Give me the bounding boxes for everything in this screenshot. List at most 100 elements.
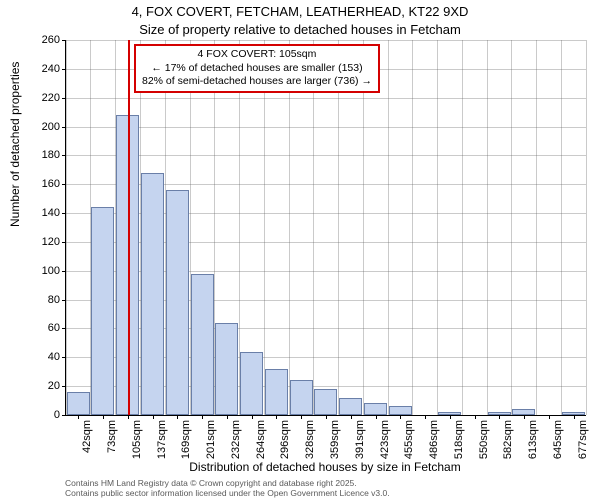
x-tick-label: 328sqm [304,420,316,480]
y-tick-label: 260 [30,34,60,46]
x-tick-label: 169sqm [180,420,192,480]
footer-line2: Contains public sector information licen… [65,488,390,498]
x-tick-label: 137sqm [156,420,168,480]
chart-title-line1: 4, FOX COVERT, FETCHAM, LEATHERHEAD, KT2… [0,4,600,19]
x-tick-mark [524,415,525,419]
x-tick-label: 201sqm [205,420,217,480]
x-tick-mark [252,415,253,419]
x-tick-mark [574,415,575,419]
x-tick-mark [128,415,129,419]
histogram-bar [488,412,512,415]
grid-line-v [363,40,364,415]
grid-line-h [66,155,586,156]
histogram-bar [339,398,363,415]
grid-line-v [437,40,438,415]
histogram-bar [166,190,190,415]
x-tick-label: 391sqm [354,420,366,480]
grid-line-v [586,40,587,415]
x-tick-mark [376,415,377,419]
x-tick-label: 550sqm [478,420,490,480]
histogram-bar [265,369,289,415]
x-tick-mark [475,415,476,419]
footer-text: Contains HM Land Registry data © Crown c… [65,478,390,498]
plot-area: 4 FOX COVERT: 105sqm ← 17% of detached h… [65,40,586,416]
annotation-line1: 4 FOX COVERT: 105sqm [142,48,372,62]
grid-line-v [338,40,339,415]
annotation-line3: 82% of semi-detached houses are larger (… [142,75,372,89]
histogram-bar [438,412,462,415]
x-tick-label: 645sqm [552,420,564,480]
histogram-bar [67,392,91,415]
x-tick-mark [450,415,451,419]
grid-line-v [561,40,562,415]
x-tick-label: 105sqm [131,420,143,480]
grid-line-v [462,40,463,415]
x-tick-mark [103,415,104,419]
histogram-bar [240,352,264,415]
x-tick-mark [499,415,500,419]
y-tick-label: 120 [30,236,60,248]
grid-line-v [536,40,537,415]
x-tick-label: 486sqm [428,420,440,480]
histogram-bar [562,412,586,415]
x-tick-label: 677sqm [577,420,589,480]
grid-line-h [66,98,586,99]
x-tick-label: 42sqm [81,420,93,480]
y-tick-label: 40 [30,351,60,363]
x-tick-mark [276,415,277,419]
histogram-bar [191,274,215,415]
y-tick-label: 0 [30,409,60,421]
reference-vline [128,40,130,415]
histogram-bar [389,406,413,415]
x-tick-mark [351,415,352,419]
y-tick-label: 220 [30,92,60,104]
grid-line-v [66,40,67,415]
chart-title-line2: Size of property relative to detached ho… [0,22,600,37]
grid-line-v [487,40,488,415]
x-tick-label: 613sqm [527,420,539,480]
x-tick-label: 73sqm [106,420,118,480]
y-tick-label: 240 [30,63,60,75]
y-tick-label: 60 [30,322,60,334]
x-tick-mark [301,415,302,419]
histogram-bar [314,389,338,415]
grid-line-v [511,40,512,415]
chart-container: 4, FOX COVERT, FETCHAM, LEATHERHEAD, KT2… [0,0,600,500]
y-tick-mark [62,415,66,416]
x-tick-mark [400,415,401,419]
histogram-bar [364,403,388,415]
histogram-bar [215,323,239,415]
x-tick-mark [549,415,550,419]
grid-line-v [313,40,314,415]
y-tick-label: 80 [30,294,60,306]
y-tick-label: 160 [30,178,60,190]
x-tick-label: 232sqm [230,420,242,480]
y-tick-label: 140 [30,207,60,219]
annotation-box: 4 FOX COVERT: 105sqm ← 17% of detached h… [134,44,380,93]
grid-line-h [66,40,586,41]
histogram-bar [91,207,115,415]
x-tick-label: 455sqm [403,420,415,480]
annotation-line2: ← 17% of detached houses are smaller (15… [142,62,372,76]
histogram-bar [290,380,314,415]
x-tick-mark [177,415,178,419]
x-tick-mark [202,415,203,419]
x-tick-label: 423sqm [379,420,391,480]
grid-line-v [264,40,265,415]
x-tick-mark [227,415,228,419]
grid-line-v [388,40,389,415]
grid-line-v [412,40,413,415]
x-tick-label: 359sqm [329,420,341,480]
y-tick-label: 20 [30,380,60,392]
y-tick-label: 180 [30,149,60,161]
x-tick-mark [425,415,426,419]
grid-line-v [289,40,290,415]
grid-line-h [66,127,586,128]
x-tick-mark [153,415,154,419]
x-tick-label: 518sqm [453,420,465,480]
y-tick-label: 200 [30,121,60,133]
x-tick-label: 296sqm [279,420,291,480]
y-tick-label: 100 [30,265,60,277]
histogram-bar [141,173,165,415]
x-tick-mark [326,415,327,419]
